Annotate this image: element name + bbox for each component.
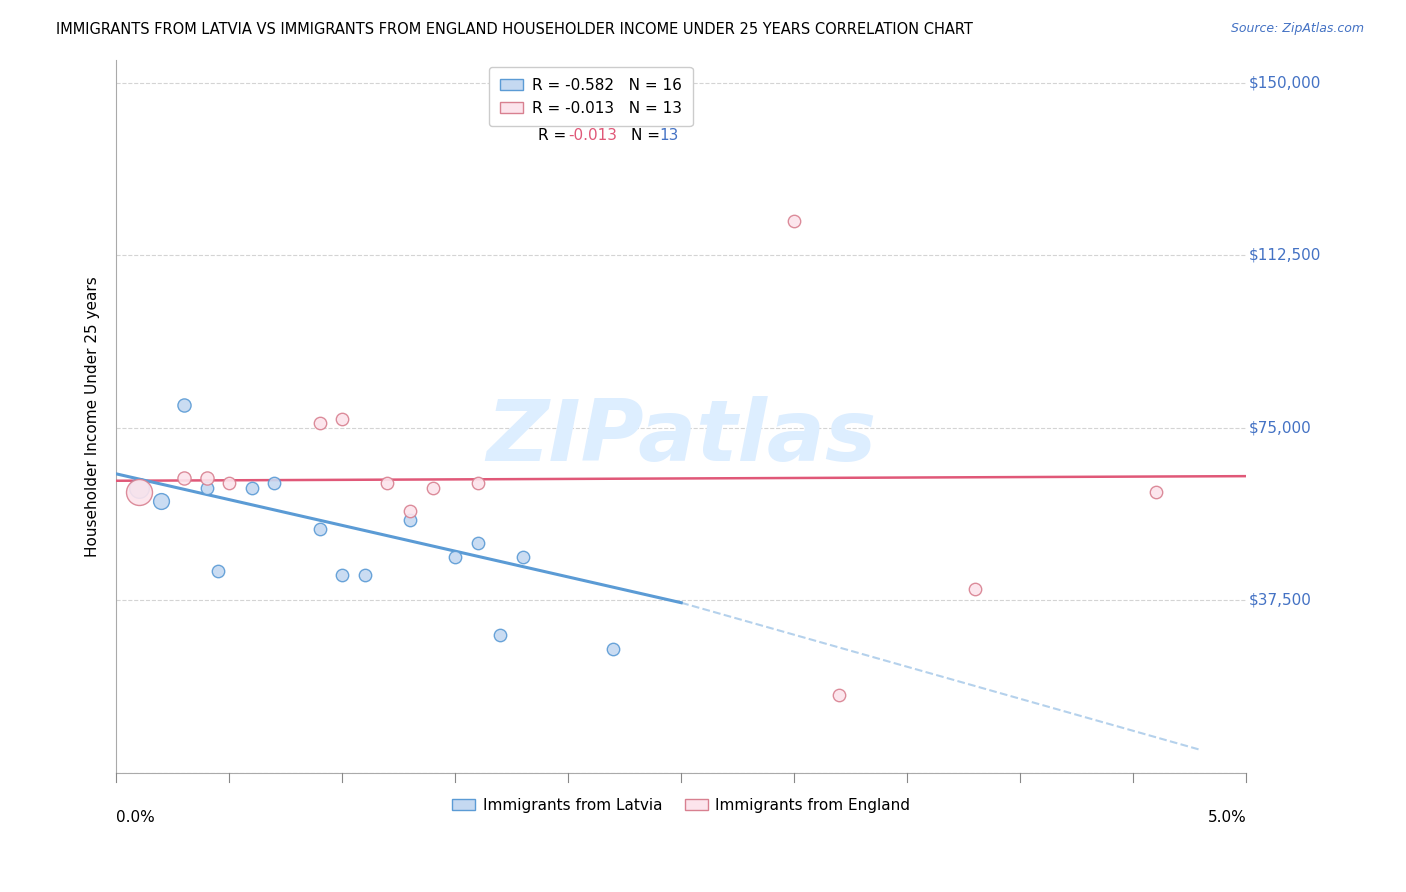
Text: Source: ZipAtlas.com: Source: ZipAtlas.com [1230, 22, 1364, 36]
Point [173, 471, 195, 485]
Text: $75,000: $75,000 [1249, 420, 1312, 435]
Text: 13: 13 [659, 128, 679, 144]
Point [399, 513, 422, 527]
Text: ZIPatlas: ZIPatlas [486, 396, 876, 479]
Point [173, 398, 195, 412]
Text: 16: 16 [659, 101, 679, 116]
Text: $37,500: $37,500 [1249, 593, 1312, 608]
Point [308, 522, 330, 536]
Point [150, 494, 173, 508]
Point [467, 476, 489, 491]
Point [308, 416, 330, 430]
Text: -0.582: -0.582 [568, 101, 617, 116]
Point [489, 628, 512, 642]
Text: N =: N = [631, 101, 665, 116]
Point [602, 641, 624, 656]
Point [353, 568, 375, 582]
Point [512, 549, 534, 564]
Text: R =: R = [537, 128, 571, 144]
Point [207, 564, 229, 578]
Point [330, 411, 353, 425]
Point [195, 471, 218, 485]
Point [330, 568, 353, 582]
Text: R =: R = [537, 101, 571, 116]
Point [444, 549, 467, 564]
Text: 5.0%: 5.0% [1208, 810, 1246, 825]
Text: 0.0%: 0.0% [117, 810, 155, 825]
Point [240, 481, 263, 495]
Point [128, 485, 150, 500]
Point [195, 481, 218, 495]
Text: N =: N = [631, 128, 665, 144]
Point [422, 481, 444, 495]
Legend: Immigrants from Latvia, Immigrants from England: Immigrants from Latvia, Immigrants from … [446, 792, 917, 819]
Point [467, 536, 489, 550]
Point [963, 582, 986, 596]
Point [783, 213, 806, 227]
Text: IMMIGRANTS FROM LATVIA VS IMMIGRANTS FROM ENGLAND HOUSEHOLDER INCOME UNDER 25 YE: IMMIGRANTS FROM LATVIA VS IMMIGRANTS FRO… [56, 22, 973, 37]
Point [263, 476, 285, 491]
Point [1144, 485, 1167, 500]
Text: $112,500: $112,500 [1249, 248, 1320, 263]
Y-axis label: Householder Income Under 25 years: Householder Income Under 25 years [86, 276, 100, 557]
Point [377, 476, 399, 491]
Point [128, 481, 150, 495]
Point [399, 504, 422, 518]
Point [218, 476, 240, 491]
Text: -0.013: -0.013 [568, 128, 617, 144]
Text: $150,000: $150,000 [1249, 75, 1320, 90]
Point [828, 688, 851, 702]
